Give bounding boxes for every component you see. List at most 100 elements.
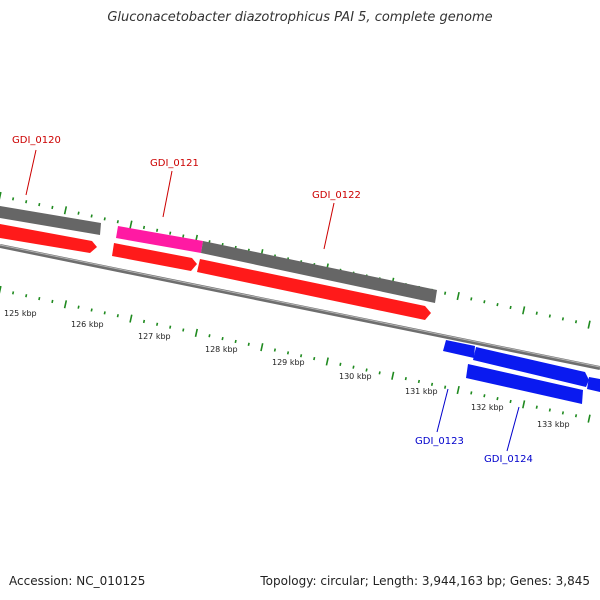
upper-tick-mark	[116, 220, 119, 224]
lower-tick-mark	[404, 376, 407, 381]
lower-tick-mark	[273, 348, 277, 352]
lower-tick-mark	[456, 385, 460, 395]
lower-tick-mark	[470, 391, 473, 395]
upper-tick-mark	[0, 191, 2, 200]
lower-tick-mark	[313, 356, 316, 361]
upper-tick-mark	[142, 225, 146, 230]
upper-tick-mark	[509, 305, 512, 310]
upper-tick-mark	[11, 197, 15, 201]
gene-arrow-gdi-0124a[interactable]	[466, 364, 583, 404]
lower-tick-mark	[0, 285, 2, 294]
gene-label-gdi-0123[interactable]: GDI_0123	[415, 436, 464, 447]
gene-label-gdi-0122[interactable]: GDI_0122	[312, 190, 361, 201]
lower-tick-mark	[194, 328, 199, 337]
gene-leader-gdi-0121	[162, 170, 173, 218]
kbp-label: 129 kbp	[272, 358, 305, 367]
upper-tick-mark	[129, 220, 133, 229]
gene-bar-gdi-0122-gray[interactable]	[201, 241, 437, 303]
lower-tick-mark	[103, 311, 106, 315]
upper-tick-mark	[496, 302, 499, 307]
upper-tick-mark	[456, 291, 460, 301]
kbp-label: 128 kbp	[205, 345, 238, 354]
lower-tick-mark	[247, 342, 250, 346]
upper-tick-mark	[182, 234, 185, 238]
lower-tick-mark	[155, 322, 159, 326]
lower-tick-mark	[77, 305, 80, 309]
upper-tick-mark	[90, 214, 93, 218]
lower-tick-mark	[116, 314, 119, 318]
gene-leader-gdi-0120	[25, 149, 37, 196]
lower-tick-mark	[129, 314, 133, 323]
lower-tick-mark	[38, 296, 41, 301]
lower-tick-mark	[300, 354, 303, 358]
kbp-label: 130 kbp	[339, 372, 372, 381]
gene-arrow-gdi-0123a[interactable]	[443, 340, 475, 358]
genome-backbone	[0, 244, 600, 370]
lower-tick-mark	[352, 365, 355, 369]
lower-tick-mark	[182, 328, 185, 332]
upper-tick-mark	[25, 200, 28, 204]
gene-arrow-gdi-0123b[interactable]	[473, 347, 589, 387]
gene-arrow-gdi-0124b[interactable]	[587, 377, 600, 392]
lower-tick-mark	[142, 319, 146, 324]
kbp-label: 125 kbp	[4, 309, 37, 318]
lower-tick-mark	[417, 379, 421, 384]
upper-tick-mark	[483, 300, 486, 304]
gene-label-gdi-0121[interactable]: GDI_0121	[150, 158, 199, 169]
upper-tick-mark	[444, 291, 447, 295]
lower-tick-mark	[11, 291, 15, 295]
map-title: Gluconacetobacter diazotrophicus PAI 5, …	[107, 10, 493, 25]
accession-text: Accession: NC_010125	[9, 574, 146, 588]
gene-bar-gdi-0121-magenta[interactable]	[116, 226, 203, 253]
lower-tick-mark	[169, 325, 172, 329]
upper-tick-mark	[51, 205, 54, 210]
upper-tick-mark	[522, 306, 526, 315]
upper-tick-mark	[169, 231, 172, 235]
lower-tick-mark	[221, 336, 224, 341]
gene-arrow-gdi-0122[interactable]	[197, 259, 431, 320]
gene-arrow-gdi-0121[interactable]	[112, 243, 197, 271]
lower-tick-mark	[51, 299, 54, 304]
lower-tick-mark	[391, 371, 395, 380]
kbp-label: 131 kbp	[405, 387, 438, 396]
lower-tick-mark	[63, 300, 68, 309]
upper-tick-mark	[535, 311, 538, 315]
lower-tick-mark	[325, 357, 329, 366]
kbp-label: 133 kbp	[537, 420, 570, 429]
upper-tick-mark	[155, 228, 159, 232]
gene-label-gdi-0124[interactable]: GDI_0124	[484, 454, 533, 465]
upper-tick-mark	[561, 317, 565, 321]
lower-tick-mark	[574, 414, 578, 418]
lower-tick-mark	[587, 414, 591, 423]
lower-tick-mark	[509, 399, 512, 404]
lower-tick-mark	[365, 368, 368, 372]
lower-tick-mark	[548, 408, 551, 412]
gene-arrow-gdi-0120[interactable]	[0, 224, 97, 253]
lower-tick-mark	[522, 400, 526, 409]
upper-tick-mark	[548, 314, 551, 318]
upper-tick-mark	[38, 202, 41, 207]
upper-tick-mark	[470, 297, 473, 301]
kbp-label: 127 kbp	[138, 332, 171, 341]
topology-summary: Topology: circular; Length: 3,944,163 bp…	[260, 574, 590, 588]
kbp-label: 126 kbp	[71, 320, 104, 329]
upper-tick-mark	[63, 206, 68, 215]
gene-bar-gdi-0120-gray[interactable]	[0, 206, 101, 235]
lower-tick-mark	[339, 362, 342, 366]
upper-tick-mark	[574, 320, 578, 324]
gene-leader-gdi-0123	[436, 388, 449, 433]
gene-leader-gdi-0122	[323, 202, 335, 250]
lower-tick-mark	[90, 308, 93, 312]
lower-tick-mark	[260, 343, 264, 352]
lower-tick-mark	[444, 385, 447, 389]
lower-tick-mark	[561, 411, 565, 415]
lower-tick-mark	[234, 339, 237, 344]
gene-label-gdi-0120[interactable]: GDI_0120	[12, 135, 61, 146]
lower-tick-mark	[208, 334, 211, 338]
lower-tick-mark	[483, 394, 486, 398]
upper-tick-mark	[587, 320, 591, 329]
lower-tick-mark	[535, 405, 538, 409]
upper-tick-mark	[77, 211, 80, 215]
lower-tick-mark	[25, 294, 28, 298]
